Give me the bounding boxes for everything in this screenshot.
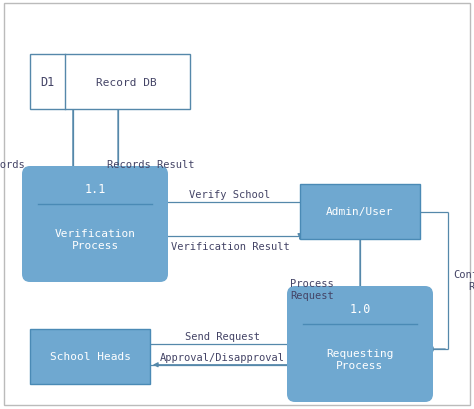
Text: Approval/Disapproval: Approval/Disapproval (160, 352, 285, 362)
Text: Verify School: Verify School (190, 189, 271, 200)
FancyBboxPatch shape (30, 55, 190, 110)
Text: School Heads: School Heads (49, 352, 130, 362)
Text: Record DB: Record DB (96, 77, 156, 87)
FancyBboxPatch shape (287, 286, 433, 402)
Text: Verification
Process: Verification Process (55, 229, 136, 250)
Text: Confirmation
Request: Confirmation Request (453, 270, 474, 291)
Text: Send Request: Send Request (185, 331, 260, 341)
FancyBboxPatch shape (4, 4, 470, 405)
Text: Admin/User: Admin/User (326, 207, 394, 217)
FancyBboxPatch shape (22, 166, 168, 282)
Text: Records Result: Records Result (107, 160, 194, 170)
Text: Verification Result: Verification Result (171, 241, 289, 252)
Text: Ask Records: Ask Records (0, 160, 25, 170)
Text: 1.0: 1.0 (349, 303, 371, 316)
FancyBboxPatch shape (30, 329, 150, 384)
FancyBboxPatch shape (300, 184, 420, 239)
Text: Process
Request: Process Request (290, 279, 334, 300)
Text: Requesting
Process: Requesting Process (326, 348, 394, 370)
Text: 1.1: 1.1 (84, 183, 106, 196)
Text: D1: D1 (40, 76, 55, 89)
